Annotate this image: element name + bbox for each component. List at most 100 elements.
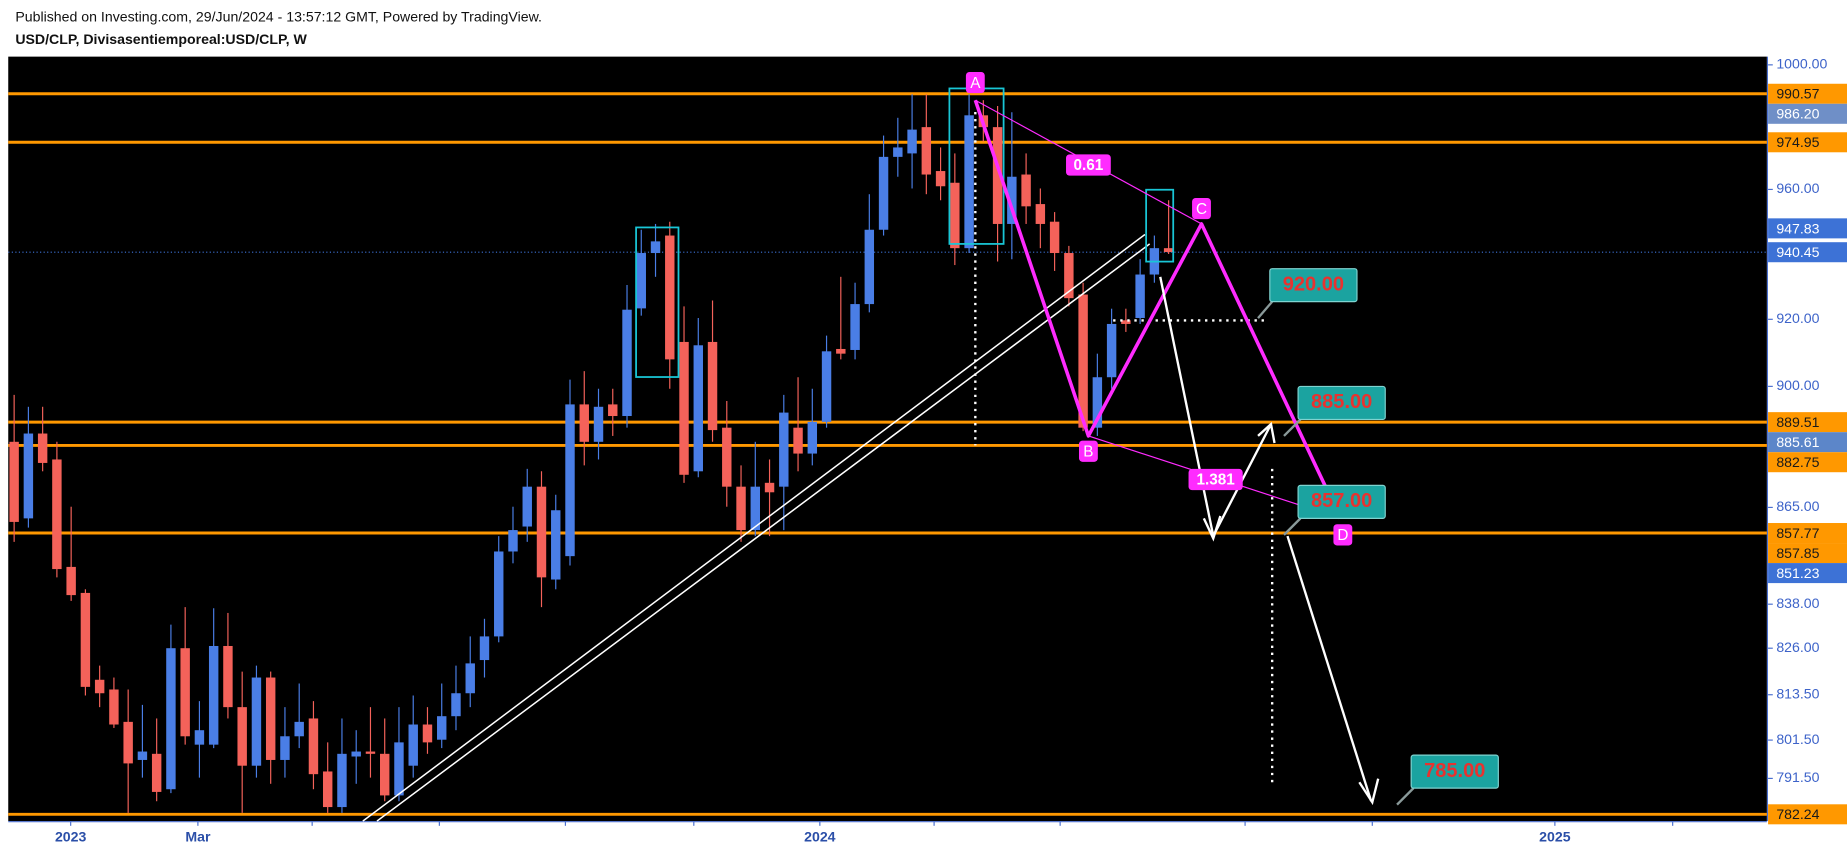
target-bg (1269, 268, 1358, 303)
candle-body (237, 707, 247, 766)
candle-body (636, 253, 646, 309)
target-label: 885.00 (1311, 391, 1372, 413)
y-tick-label: 865.00 (1776, 498, 1819, 514)
price-label: 857.77 (1776, 525, 1819, 541)
arrow-head (1257, 421, 1276, 444)
candle-body (793, 427, 803, 454)
pattern-point: C (1196, 201, 1207, 218)
candle-body (380, 753, 390, 796)
candle-body (1135, 274, 1145, 318)
y-tick-label: 813.50 (1776, 685, 1819, 701)
candle-body (1078, 294, 1088, 428)
pattern-legs (973, 99, 1343, 520)
price-label: 882.75 (1776, 454, 1819, 470)
candle-body (551, 510, 561, 580)
candle-body (123, 721, 133, 764)
x-tick-label: 2023 (55, 828, 87, 844)
candle-body (351, 751, 361, 757)
candle-body (52, 459, 62, 570)
price-label: 986.20 (1776, 106, 1819, 122)
price-label: 990.57 (1776, 86, 1819, 102)
candle-body (494, 551, 504, 637)
candle-body (608, 404, 618, 417)
y-tick-label: 900.00 (1776, 377, 1819, 393)
target-label: 785.00 (1424, 760, 1485, 782)
y-tick-label: 791.50 (1776, 769, 1819, 785)
y-tick-label: 960.00 (1776, 180, 1819, 196)
candle-body (1007, 176, 1017, 224)
candle-body (622, 309, 632, 417)
candle-body (166, 648, 176, 790)
candle-body (437, 716, 447, 740)
candle-body (94, 679, 105, 694)
ratio-bg (1066, 154, 1111, 176)
candle-body (679, 341, 689, 475)
candle-body (479, 636, 490, 661)
candle-body (565, 404, 575, 557)
candle-body (1092, 377, 1103, 428)
candle-body (109, 689, 119, 725)
candle-body (836, 348, 846, 354)
candle-body (992, 127, 1003, 224)
price-label-bg (1768, 523, 1847, 544)
candle-body (194, 730, 205, 745)
candle-body (779, 412, 789, 487)
price-label: 851.23 (1776, 565, 1819, 581)
price-label-bg (1768, 543, 1847, 564)
candle-body (935, 171, 946, 187)
candle-body (208, 645, 219, 745)
callout-leader (1283, 418, 1302, 437)
highlight-box (1145, 188, 1175, 263)
level-lines (8, 92, 1767, 816)
candle-body (693, 345, 703, 472)
candle-body (37, 433, 48, 463)
candle-body (650, 241, 661, 254)
candle-body (294, 721, 304, 737)
target-bg (1297, 484, 1386, 519)
candle-body (422, 724, 433, 743)
candle-body (807, 421, 818, 454)
x-tick-label: Mar (185, 828, 211, 844)
candle-body (722, 427, 732, 487)
chart-title: USD/CLP, Divisasentiemporeal:USD/CLP, W (15, 31, 307, 47)
candle-body (322, 771, 333, 808)
axes: 1000.00 960.00 920.00 900.00 865.00 838.00 826… (55, 56, 1847, 844)
candle-body (964, 115, 974, 249)
price-label: 947.83 (1776, 220, 1819, 236)
price-label-bg (1768, 242, 1847, 263)
price-label-bg (1768, 452, 1847, 473)
price-label: 782.24 (1776, 806, 1819, 822)
pattern-point: D (1337, 527, 1348, 544)
arrow-head (1202, 515, 1222, 542)
candle-body (508, 530, 518, 552)
candle-body (365, 751, 376, 754)
arrow-head (1358, 778, 1380, 806)
y-tick-label: 1000.00 (1776, 56, 1827, 72)
candle-body (821, 351, 832, 422)
candle-body (408, 724, 418, 766)
candle-body (1106, 323, 1117, 378)
price-label-bg (1768, 218, 1847, 239)
projection-arrow (1286, 535, 1373, 802)
price-label: 940.45 (1776, 244, 1819, 260)
callout-leader (1396, 787, 1415, 806)
pattern-point-bg (1192, 197, 1211, 220)
candle-body (522, 486, 532, 527)
candle-body (907, 129, 917, 154)
trend-line (362, 233, 1146, 822)
candle-body (893, 147, 903, 157)
candle-body (1021, 174, 1031, 207)
ratio-bg (1188, 468, 1243, 491)
annotation-labels: A B C D 0.61 1.381 920.00 885.00 857.00 785.00 (965, 71, 1499, 789)
highlight-box (635, 226, 680, 378)
candle-body (1035, 204, 1046, 224)
target-bg (1410, 754, 1499, 789)
price-label-bg (1768, 563, 1847, 584)
target-bg (1297, 385, 1386, 421)
pattern-point-bg (965, 71, 985, 94)
candle-body (23, 433, 34, 519)
candle-body (764, 482, 775, 493)
candle-body (536, 486, 547, 578)
candle-body (1064, 253, 1074, 299)
